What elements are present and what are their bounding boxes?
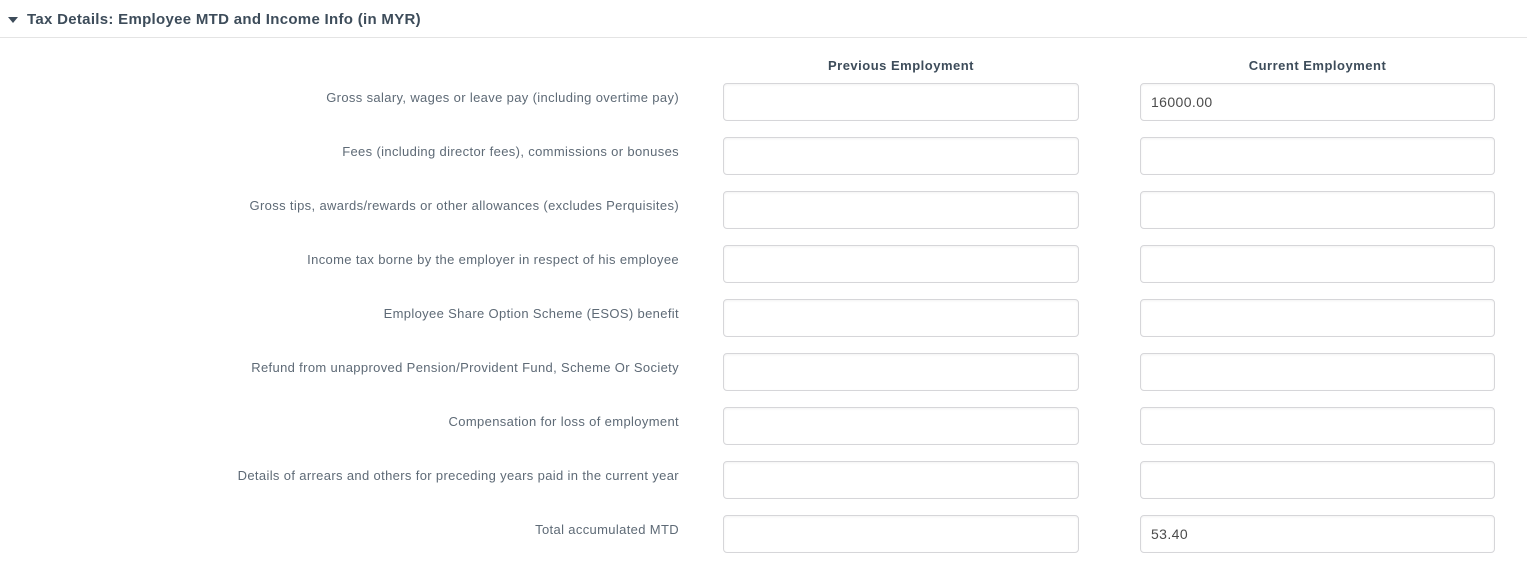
form-row: Details of arrears and others for preced… xyxy=(0,461,1527,499)
current-employment-input[interactable] xyxy=(1140,137,1495,175)
row-label: Gross salary, wages or leave pay (includ… xyxy=(326,90,679,105)
previous-employment-input[interactable] xyxy=(723,245,1079,283)
current-employment-input[interactable] xyxy=(1140,191,1495,229)
row-label: Income tax borne by the employer in resp… xyxy=(307,252,679,267)
row-label: Employee Share Option Scheme (ESOS) bene… xyxy=(383,306,679,321)
previous-employment-input[interactable] xyxy=(723,191,1079,229)
current-employment-input[interactable] xyxy=(1140,461,1495,499)
row-label: Total accumulated MTD xyxy=(535,522,679,537)
current-employment-input[interactable] xyxy=(1140,299,1495,337)
form-row: Gross tips, awards/rewards or other allo… xyxy=(0,191,1527,229)
form-row: Employee Share Option Scheme (ESOS) bene… xyxy=(0,299,1527,337)
row-label: Details of arrears and others for preced… xyxy=(237,468,679,483)
form-row: Compensation for loss of employment xyxy=(0,407,1527,445)
row-label: Fees (including director fees), commissi… xyxy=(342,144,679,159)
row-label: Compensation for loss of employment xyxy=(448,414,679,429)
column-headers: Previous Employment Current Employment xyxy=(0,59,1527,73)
previous-employment-input[interactable] xyxy=(723,515,1079,553)
form-row: Total accumulated MTD xyxy=(0,515,1527,553)
collapse-triangle-icon[interactable] xyxy=(8,17,18,23)
previous-employment-input[interactable] xyxy=(723,461,1079,499)
previous-employment-input[interactable] xyxy=(723,83,1079,121)
current-employment-column-header: Current Employment xyxy=(1248,58,1387,73)
previous-employment-input[interactable] xyxy=(723,353,1079,391)
previous-employment-input[interactable] xyxy=(723,299,1079,337)
section-divider xyxy=(0,37,1527,38)
current-employment-input[interactable] xyxy=(1140,407,1495,445)
form-rows: Gross salary, wages or leave pay (includ… xyxy=(0,83,1527,553)
current-employment-input[interactable] xyxy=(1140,515,1495,553)
row-label: Refund from unapproved Pension/Provident… xyxy=(251,360,679,375)
previous-employment-column-header: Previous Employment xyxy=(827,58,975,73)
form-row: Gross salary, wages or leave pay (includ… xyxy=(0,83,1527,121)
current-employment-input[interactable] xyxy=(1140,353,1495,391)
tax-details-form: Previous Employment Current Employment G… xyxy=(0,59,1527,553)
form-row: Income tax borne by the employer in resp… xyxy=(0,245,1527,283)
label-column-spacer xyxy=(0,59,679,73)
row-label: Gross tips, awards/rewards or other allo… xyxy=(249,198,679,213)
form-row: Refund from unapproved Pension/Provident… xyxy=(0,353,1527,391)
form-row: Fees (including director fees), commissi… xyxy=(0,137,1527,175)
current-employment-input[interactable] xyxy=(1140,245,1495,283)
previous-employment-input[interactable] xyxy=(723,137,1079,175)
current-employment-input[interactable] xyxy=(1140,83,1495,121)
section-header-toggle[interactable]: Tax Details: Employee MTD and Income Inf… xyxy=(0,0,1527,37)
section-title: Tax Details: Employee MTD and Income Inf… xyxy=(27,11,421,28)
previous-employment-input[interactable] xyxy=(723,407,1079,445)
